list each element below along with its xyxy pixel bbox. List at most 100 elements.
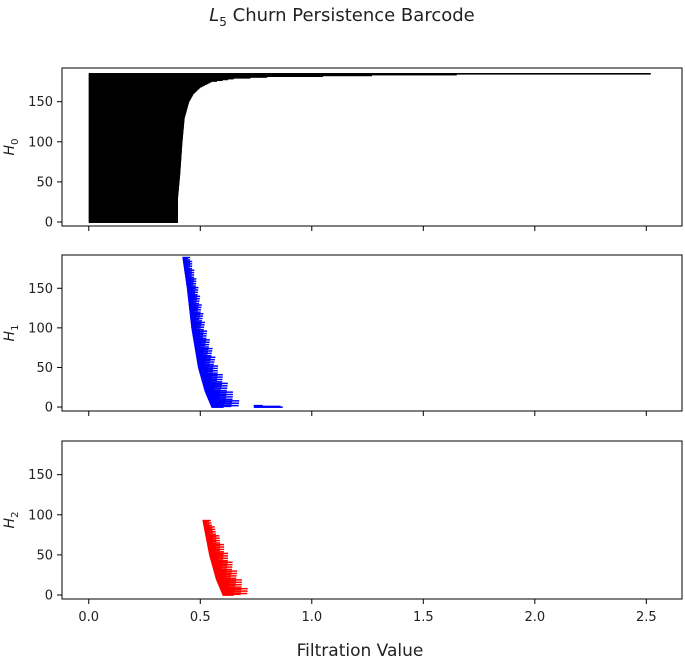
h2-bar [219,587,248,590]
h1-bars [182,256,283,408]
h1-bar [204,388,221,390]
h2-bar [208,551,224,553]
h2-bar [216,579,242,581]
h1-bar [203,385,228,387]
h1-bar [205,392,227,394]
h2-bar [222,594,234,596]
h2-bar [220,589,235,592]
h1-bar [191,330,208,332]
h2-bar [206,541,213,543]
h1-bar [196,356,216,359]
h0-ylabel: H0 [2,139,21,156]
h2-bar [203,526,215,528]
h1-bar [186,283,194,286]
h1-bar [194,345,202,347]
x-axis: 0.0 0.5 1.0 1.5 2.0 2.5 [78,610,656,625]
h1-bar [204,389,215,391]
h1-bar [192,335,203,338]
h2-bar [215,577,237,580]
h1-bar [193,339,206,342]
h2-bar [208,552,229,555]
h2-bar [204,527,210,530]
h2-bar [206,538,217,540]
h1-bar [187,289,199,291]
h1-bar [207,397,220,400]
h0-bar [88,125,184,127]
h1-bar [185,279,192,282]
h2-frame [61,440,683,600]
h1-bar [183,267,188,269]
h2-bar [210,559,219,561]
h1-bar [197,362,205,365]
h2-bar [214,571,227,574]
h1-bar [191,329,201,332]
chart-title: L5 Churn Persistence Barcode [209,5,474,29]
h1-bar [193,339,210,341]
h0-bar [88,73,651,75]
h2-bar [221,591,241,593]
h2-bar [206,540,217,543]
h1-bar [196,359,211,362]
h1-bar [205,392,221,395]
h1-bar [199,371,208,374]
h1-bar [187,293,198,296]
h2-bar [204,529,213,531]
h0-bar [88,156,182,159]
h1-bar [198,366,209,369]
h1-bar [188,299,194,302]
h1-bar [186,282,192,284]
h0-bar [88,180,180,183]
h2-bar [206,542,221,544]
h1-bar [194,344,206,347]
h1-bar [183,263,191,266]
h1-bar [187,297,195,299]
h2-bar [207,544,221,547]
panel-h1: 0 50 100 150 H1 [2,254,683,416]
h0-ytick-label: 50 [36,175,53,190]
h2-bar [217,582,236,584]
h0-bar [88,188,179,191]
h0-ylabel-main: H [2,144,18,155]
h1-bar [193,342,206,344]
h1-bar [188,302,200,305]
h2-bar [222,593,241,596]
h0-bar [88,77,234,80]
h0-bar [88,141,183,143]
h1-bar [185,275,190,278]
h1-bar [200,373,223,376]
h1-ylabel-main: H [2,330,18,341]
h1-bar [184,274,195,276]
h2-bar [206,539,213,541]
h2-bar [210,557,228,559]
h2-bar [212,567,222,570]
h2-bar [216,579,236,582]
h2-bar [204,531,213,534]
h2-bar [213,568,233,571]
h1-bar [185,278,194,281]
h0-bar [88,73,457,76]
h1-bar [192,334,200,336]
h0-bar [88,137,183,139]
h1-bar [185,276,194,279]
h1-bar [192,331,204,333]
h0-bar [88,82,209,85]
h0-bar [88,196,179,199]
h1-bar [182,256,191,259]
h1-bar [184,270,192,272]
h2-bar [212,564,228,567]
h1-bar [203,386,216,389]
xtick-label: 0.5 [190,610,211,625]
h1-bar [183,263,193,265]
h1-bar [190,320,203,322]
h0-bar [88,192,179,195]
h1-bar [202,381,217,384]
h0-bar [88,85,202,88]
h1-bar [195,349,205,351]
h1-bar [200,374,218,377]
h1-bar [198,367,218,370]
h1-bar [208,399,226,401]
h1-bar [193,337,207,340]
h2-bar [207,547,216,550]
h1-bar [208,398,233,401]
h0-bar [88,83,207,86]
